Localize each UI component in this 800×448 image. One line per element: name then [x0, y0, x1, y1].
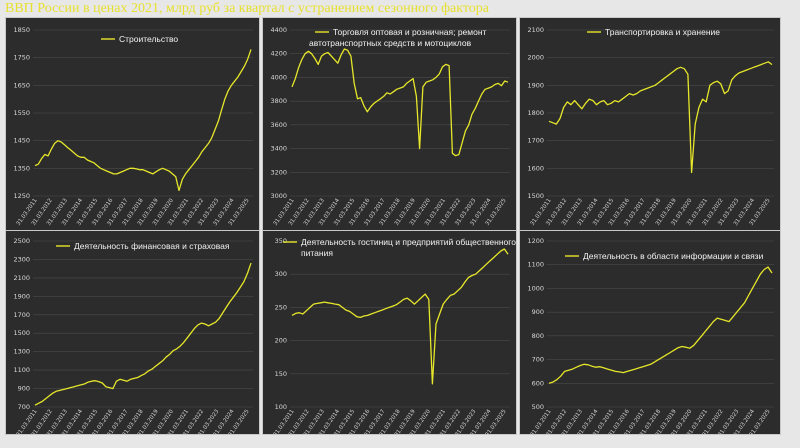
legend-label: питания	[301, 248, 333, 258]
y-tick-label: 1100	[13, 366, 30, 374]
legend-label: Деятельность финансовая и страховая	[74, 241, 230, 251]
series-line	[34, 262, 252, 406]
series-line	[548, 61, 773, 174]
chart-panel-ict: 500 600 700 800 900 1000 1100 1200 31.03.2011 31.…	[519, 230, 781, 435]
y-tick-label: 2300	[13, 255, 30, 263]
y-tick-label: 1250	[13, 192, 30, 200]
y-tick-label: 1650	[13, 81, 30, 89]
y-tick-label: 700	[18, 403, 30, 411]
y-tick-label: 1500	[13, 329, 30, 337]
y-tick-label: 1600	[527, 164, 544, 172]
y-tick-label: 4200	[270, 50, 287, 58]
chart-svg-construction: 125013501450155016501750185031.03.201131…	[13, 26, 253, 227]
y-tick-label: 3800	[270, 97, 287, 105]
y-tick-label: 1100	[527, 261, 544, 269]
y-tick-label: 2000	[527, 54, 544, 62]
chart-svg-trade: 3000320034003600380040004200440031.03.20…	[270, 26, 510, 227]
series-line	[548, 266, 773, 384]
series-line	[291, 48, 509, 157]
y-tick-label: 350	[275, 237, 287, 245]
legend-label: Транспортировка и хранение	[605, 27, 720, 37]
y-tick-label: 2100	[13, 274, 30, 282]
chart-panel-transport: 1500 1600 1700 1800 1900 2000 2100 31.03.2011 31…	[519, 17, 781, 231]
y-tick-label: 1350	[13, 164, 30, 172]
y-tick-label: 700	[532, 356, 544, 364]
page-title: ВВП России в ценах 2021, млрд руб за ква…	[5, 1, 489, 16]
chart-panel-hospitality: 100 150 200 250 300 350 31.03.2011 31.03.2012 31…	[262, 230, 517, 435]
y-tick-label: 1700	[13, 311, 30, 319]
chart-panel-finance: 700 900 1100 1300 1500 1700 1900 2100 2300 2500 31…	[5, 230, 260, 435]
y-tick-label: 1200	[527, 237, 544, 245]
y-tick-label: 900	[532, 308, 544, 316]
chart-panel-construction: 1250 1350 1450 1550 1650 1750 1850 31.03.2011 31…	[5, 17, 260, 231]
y-tick-label: 1500	[527, 192, 544, 200]
y-tick-label: 1000	[527, 284, 544, 292]
chart-svg-hospitality: 10015020025030035031.03.201131.03.201231…	[273, 237, 516, 434]
legend-label: Строительство	[119, 34, 178, 44]
y-tick-label: 1850	[13, 26, 30, 34]
y-tick-label: 1750	[13, 54, 30, 62]
legend-label: Торговля оптовая и розничная; ремонт	[333, 27, 487, 37]
y-tick-label: 2100	[527, 26, 544, 34]
y-tick-label: 1700	[527, 137, 544, 145]
series-line	[34, 49, 252, 192]
chart-svg-ict: 50060070080090010001100120031.03.201131.…	[527, 237, 774, 434]
y-tick-label: 4000	[270, 73, 287, 81]
y-tick-label: 200	[275, 337, 287, 345]
y-tick-label: 100	[275, 403, 287, 411]
y-tick-label: 300	[275, 270, 287, 278]
legend-label: Деятельность в области информации и связ…	[583, 251, 764, 261]
chart-svg-transport: 150016001700180019002000210031.03.201131…	[527, 26, 774, 227]
y-tick-label: 1800	[527, 109, 544, 117]
y-tick-label: 500	[532, 403, 544, 411]
y-tick-label: 1450	[13, 137, 30, 145]
y-tick-label: 1300	[13, 348, 30, 356]
series-line	[291, 248, 509, 385]
y-tick-label: 800	[532, 332, 544, 340]
y-tick-label: 600	[532, 379, 544, 387]
y-tick-label: 3000	[270, 192, 287, 200]
y-tick-label: 1900	[13, 292, 30, 300]
y-tick-label: 3200	[270, 168, 287, 176]
y-tick-label: 4400	[270, 26, 287, 34]
y-tick-label: 1900	[527, 81, 544, 89]
y-tick-label: 250	[275, 303, 287, 311]
y-tick-label: 2500	[13, 237, 30, 245]
legend-label: Деятельность гостиниц и предприятий обще…	[301, 237, 516, 247]
legend-label: автотранспортных средств и мотоциклов	[309, 38, 472, 48]
y-tick-label: 900	[18, 385, 30, 393]
y-tick-label: 3600	[270, 121, 287, 129]
y-tick-label: 1550	[13, 109, 30, 117]
y-tick-label: 3400	[270, 145, 287, 153]
y-tick-label: 150	[275, 370, 287, 378]
chart-panel-trade: 3000 3200 3400 3600 3800 4000 4200 4400 31.03.20…	[262, 17, 517, 231]
chart-svg-finance: 7009001100130015001700190021002300250031…	[13, 237, 253, 434]
